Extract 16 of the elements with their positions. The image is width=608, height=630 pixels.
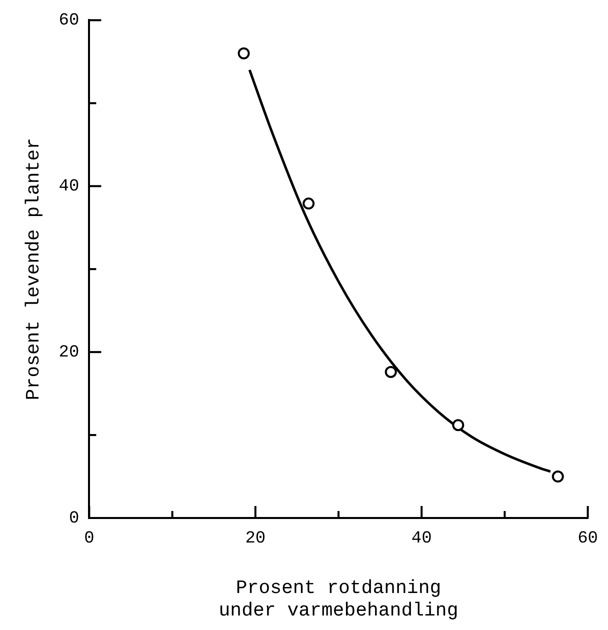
x-tick-label: 20: [245, 530, 266, 549]
x-tick-label: 60: [578, 530, 598, 549]
y-tick-label: 60: [58, 12, 80, 31]
point: [302, 198, 315, 210]
point: [238, 47, 250, 60]
point: [552, 470, 564, 483]
y-tick-label: 40: [58, 178, 80, 197]
y-tick-label: 0: [69, 510, 80, 528]
x-tick-label: 40: [411, 530, 432, 549]
line-series: [248, 68, 552, 473]
point: [384, 366, 397, 378]
point: [452, 419, 464, 432]
y-tick-label: 20: [58, 344, 80, 363]
x-tick-label: 0: [84, 530, 94, 549]
y-axis-title: Prosent levende planter: [22, 138, 44, 400]
x-axis-title: Prosent rotdanning under varmebehandling: [218, 576, 458, 622]
